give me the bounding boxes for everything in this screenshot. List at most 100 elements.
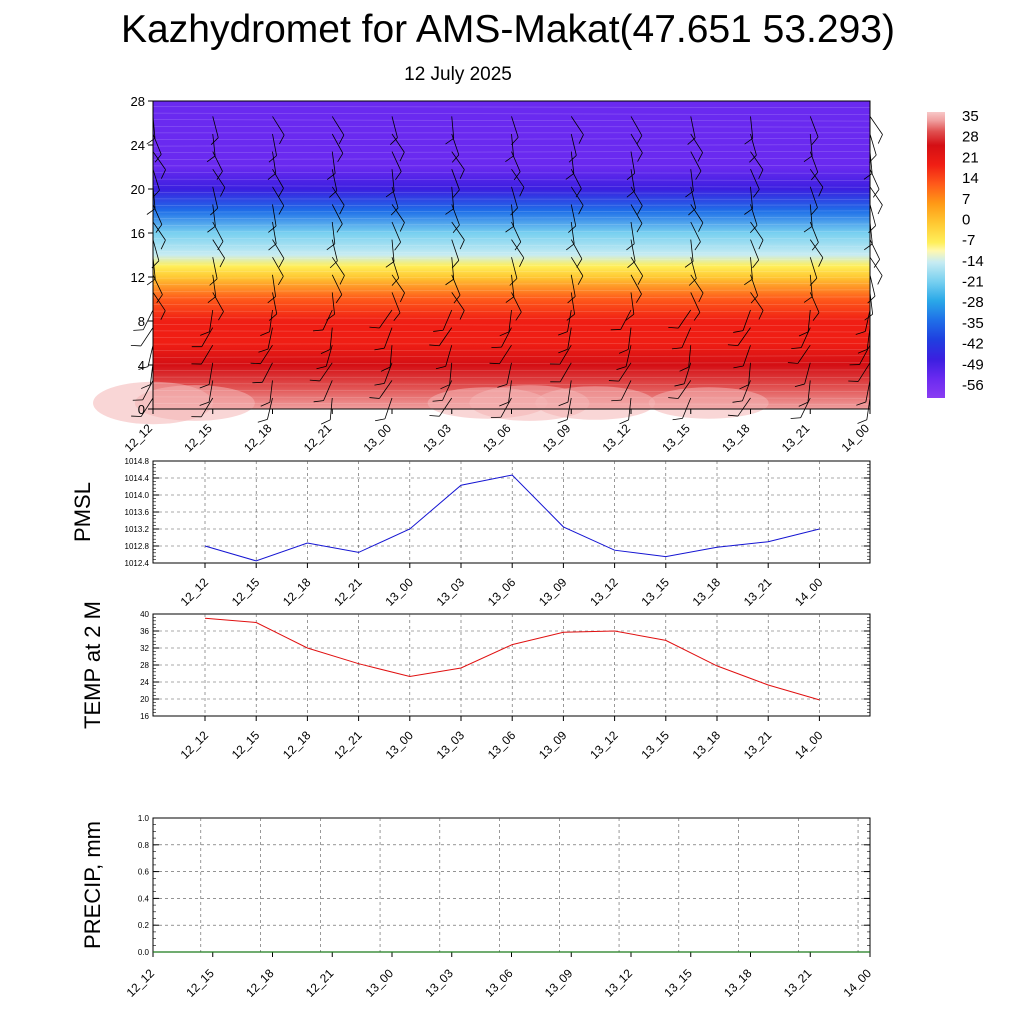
wind-barb [807, 380, 811, 403]
wind-barb [682, 397, 692, 419]
colorbar-label: -35 [962, 315, 984, 332]
wind-barb [869, 133, 877, 156]
wind-barb [511, 274, 515, 297]
wind-barb [331, 151, 336, 174]
wind-barb-flag [864, 313, 873, 321]
wind-barb-flag [146, 208, 156, 215]
wind-barb-flag [338, 134, 345, 145]
wind-barb [511, 257, 518, 279]
wind-barb-flag [575, 188, 582, 198]
wind-barb-flag [200, 331, 210, 336]
wind-barb [750, 116, 754, 139]
wind-barb-flag [557, 331, 568, 336]
wind-barb [630, 169, 635, 191]
wind-barb [804, 362, 811, 385]
wind-barb [391, 292, 401, 314]
wind-barb [391, 239, 395, 262]
x-tick-label: 13_00 [361, 421, 395, 455]
y-tick-label: 1013.6 [125, 508, 150, 517]
wind-barb [269, 309, 273, 332]
wind-barb [511, 151, 521, 172]
colorbar-label: -56 [962, 377, 984, 394]
wind-barb [809, 151, 819, 173]
wind-barb-flag [140, 384, 151, 389]
wind-barb-flag [636, 135, 643, 145]
wind-barb-flag [727, 344, 738, 347]
wind-barb-flag [637, 275, 644, 285]
wind-barb [570, 204, 577, 227]
wind-barb [677, 380, 692, 399]
wind-barb [201, 327, 214, 347]
wind-barb-flag [133, 329, 144, 331]
wind-barb [329, 327, 333, 350]
wind-barb [570, 239, 583, 260]
wind-barb [201, 397, 214, 418]
wind-barb [683, 362, 692, 384]
wind-barb [451, 292, 465, 311]
wind-barb-flag [393, 312, 401, 321]
wind-barb-flag [672, 418, 683, 421]
y-tick-label: 1014.0 [125, 491, 150, 500]
x-tick-label: 13_12 [600, 421, 634, 455]
wind-barb-flag [877, 275, 883, 285]
wind-barb [391, 151, 402, 172]
wind-barb [630, 221, 635, 244]
wind-barb-flag [160, 169, 166, 179]
wind-barb-flag [727, 414, 738, 417]
wind-barb-flag [674, 383, 685, 387]
x-tick-label: 13_18 [721, 966, 755, 1000]
wind-barb [737, 327, 751, 346]
x-tick-label: 13_21 [781, 966, 815, 1000]
wind-barb-flag [339, 205, 345, 215]
wind-barb [809, 168, 824, 188]
wind-barb-flag [278, 205, 285, 215]
y-tick-label: 36 [140, 627, 149, 636]
wind-barb-flag [374, 383, 385, 386]
wind-barb [869, 204, 876, 226]
wind-barb [677, 309, 692, 329]
wind-barb-flag [668, 326, 679, 329]
wind-barb-flag [199, 401, 210, 406]
wind-barb [501, 327, 512, 348]
wind-barb [869, 274, 876, 297]
wind-barb-flag [732, 400, 743, 403]
y-tick-label: 24 [140, 678, 149, 687]
wind-barb-flag [698, 292, 704, 303]
wind-barb [272, 221, 277, 244]
wind-barb-flag [864, 243, 873, 251]
wind-barb [272, 274, 277, 297]
wind-barb-flag [390, 137, 398, 145]
x-tick-label: 12_15 [181, 421, 215, 455]
wind-barb-flag [329, 260, 338, 269]
x-tick-label: 12_18 [241, 421, 275, 455]
wind-barb [809, 239, 824, 258]
wind-barb [570, 274, 576, 297]
wind-barb-flag [515, 311, 522, 321]
wind-barb-flag [326, 173, 336, 180]
x-tick-label: 13_09 [542, 966, 576, 1000]
wind-barb [809, 257, 818, 279]
wind-barb-flag [798, 331, 809, 337]
wind-barb-flag [568, 155, 577, 163]
isotherm-line [152, 289, 871, 292]
isotherm-line [152, 119, 871, 122]
wind-barb-flag [758, 310, 764, 320]
wind-barb [630, 256, 644, 277]
x-tick-label: 13_06 [480, 421, 514, 455]
wind-barb-flag [385, 190, 395, 198]
temperature-cross-section: 0 4 8 12 16 20 24 28 12_12 12_15 12_18 12_21 13_00 13… [93, 94, 883, 455]
wind-barb-flag [809, 277, 818, 286]
wind-barb [809, 221, 819, 243]
x-tick-label: 13_00 [382, 728, 416, 762]
wind-barb [391, 116, 398, 138]
wind-barb-flag [818, 187, 824, 197]
isotherm-line [152, 330, 871, 333]
wind-barb [625, 345, 632, 367]
wind-barb-flag [693, 312, 701, 321]
wind-barb-flag [375, 418, 386, 422]
isotherm-line [152, 296, 871, 299]
wind-barb-flag [267, 173, 277, 180]
y-axis-label: TEMP at 2 M [80, 601, 105, 729]
wind-barb [750, 133, 757, 156]
